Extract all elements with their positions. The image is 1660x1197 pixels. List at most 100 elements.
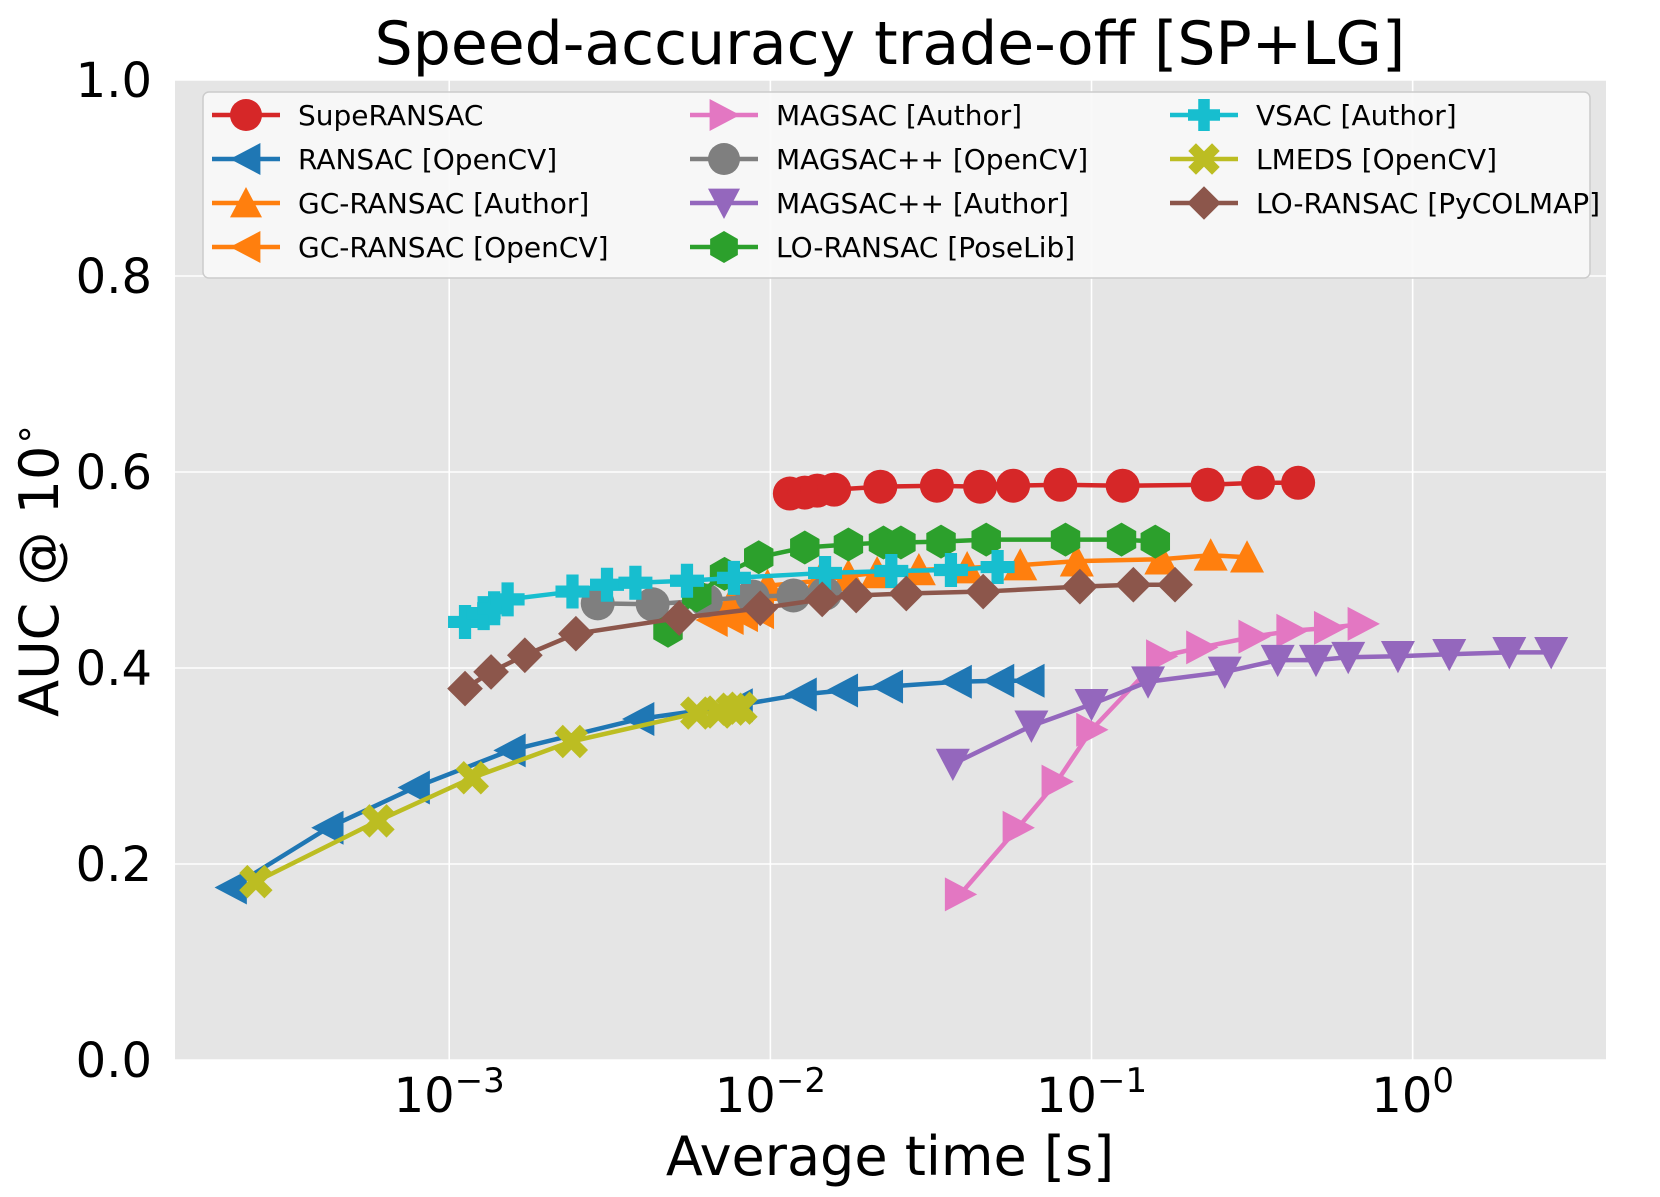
series-6 (935, 637, 1569, 782)
series-layer (214, 465, 1569, 912)
data-point (724, 691, 758, 725)
data-point (833, 527, 864, 562)
data-point (554, 724, 589, 759)
legend-swatch-marker (1187, 186, 1221, 220)
x-tick-label: 100 (1371, 1061, 1454, 1124)
ticks: 0.00.20.40.60.81.010−3 10−2 10−1 100 (76, 53, 1454, 1124)
legend: SupeRANSAC RANSAC [OpenCV] GC-RANSAC [Auth… (202, 91, 1600, 279)
data-point (963, 469, 998, 504)
data-point (1062, 568, 1098, 605)
y-axis-label-degree: ∘ (4, 423, 45, 446)
legend-label: SupeRANSAC (298, 99, 483, 132)
x-tick-base: 10 (1036, 1068, 1097, 1124)
data-point (1144, 542, 1179, 575)
data-point (716, 560, 751, 595)
y-tick-label: 0.0 (76, 1033, 152, 1089)
data-point (1059, 544, 1094, 577)
data-point (817, 472, 852, 507)
series-9 (239, 691, 758, 899)
data-point (1012, 663, 1045, 698)
y-axis-label: AUC @ 10∘ (4, 423, 71, 717)
y-tick-label: 0.2 (76, 837, 152, 893)
x-tick-exponent: −2 (776, 1061, 826, 1101)
data-point (888, 575, 925, 612)
legend-label: LMEDS [OpenCV] (1256, 143, 1497, 176)
data-point (1041, 764, 1074, 799)
legend-label: MAGSAC++ [Author] (776, 187, 1069, 220)
legend-label: GC-RANSAC [OpenCV] (298, 231, 609, 264)
data-point (919, 468, 954, 503)
data-point (397, 770, 430, 805)
series-1 (214, 663, 1045, 905)
data-point (1115, 566, 1152, 603)
data-point (965, 573, 1002, 610)
data-point (1105, 468, 1140, 503)
y-axis-label-main: AUC @ 10 (8, 446, 71, 717)
legend-swatch-marker (710, 231, 738, 263)
data-point (804, 581, 841, 618)
data-point (1230, 540, 1265, 573)
y-tick-label: 0.8 (76, 249, 152, 305)
data-point (1190, 467, 1225, 502)
data-point (744, 540, 774, 575)
data-point (1281, 465, 1316, 500)
data-point (1347, 606, 1380, 641)
x-tick-exponent: 0 (1432, 1061, 1454, 1101)
data-point (661, 600, 698, 636)
data-point (1298, 644, 1333, 678)
legend-entry: RANSAC [OpenCV] (212, 143, 557, 176)
data-point (870, 669, 904, 704)
data-point (669, 563, 704, 598)
data-point (933, 553, 968, 587)
legend-entry: MAGSAC [Author] (690, 99, 1022, 132)
legend-entry: GC-RANSAC [Author] (212, 187, 589, 220)
series-10 (447, 566, 1193, 707)
legend-entry: MAGSAC++ [Author] (690, 187, 1069, 220)
legend-swatch-marker (230, 187, 262, 218)
data-point (926, 524, 956, 559)
data-point (742, 590, 779, 627)
data-point (1074, 688, 1109, 722)
data-point (944, 877, 978, 912)
data-point (618, 565, 653, 600)
legend-label: RANSAC [OpenCV] (298, 143, 557, 176)
data-point (1238, 619, 1271, 654)
data-point (1050, 522, 1081, 557)
data-point (1432, 638, 1467, 672)
data-point (971, 522, 1001, 557)
data-point (448, 604, 483, 639)
data-point (939, 664, 972, 699)
legend-swatch-marker (230, 99, 262, 131)
data-point (825, 673, 859, 708)
data-point (214, 870, 247, 905)
data-point (555, 574, 590, 609)
data-point (784, 677, 817, 712)
data-point (1131, 666, 1166, 699)
x-tick-base: 10 (394, 1068, 455, 1124)
data-point (874, 553, 909, 588)
legend-label: MAGSAC++ [OpenCV] (776, 143, 1088, 176)
legend-label: GC-RANSAC [Author] (298, 187, 589, 220)
legend-swatch-marker (708, 188, 740, 219)
x-tick-label: 10−1 (1036, 1061, 1147, 1124)
data-point (1241, 465, 1276, 500)
data-point (790, 530, 820, 565)
data-point (886, 525, 916, 560)
data-point (1276, 613, 1309, 648)
data-point (1492, 637, 1527, 670)
data-point (635, 587, 670, 622)
data-point (808, 555, 843, 590)
y-tick-label: 0.4 (76, 641, 152, 697)
series-0 (772, 465, 1316, 511)
x-tick-base: 10 (715, 1068, 776, 1124)
legend-label: MAGSAC [Author] (776, 99, 1022, 132)
data-point (558, 615, 594, 652)
legend-label: LO-RANSAC [PoseLib] (776, 231, 1075, 264)
legend-label: VSAC [Author] (1256, 99, 1457, 132)
data-point (838, 577, 875, 614)
data-point (507, 637, 543, 674)
data-point (1014, 710, 1049, 743)
data-point (477, 591, 512, 626)
data-point (622, 701, 655, 736)
